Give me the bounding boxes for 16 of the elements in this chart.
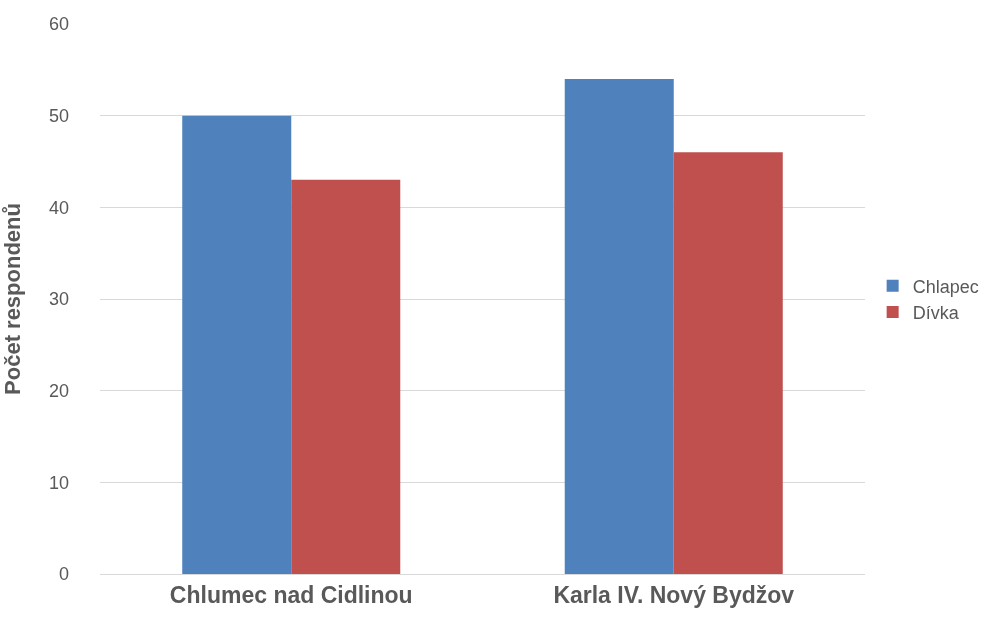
bar	[673, 152, 783, 574]
y-tick-label: 10	[48, 472, 69, 493]
y-tick-label: 50	[48, 105, 69, 126]
y-tick-label: 20	[48, 380, 69, 401]
y-tick-label: 40	[48, 197, 69, 218]
y-axis-title: Počet respondenů	[0, 203, 25, 395]
bar	[564, 79, 674, 574]
y-tick-label: 0	[58, 564, 69, 585]
legend-label: Chlapec	[912, 276, 979, 297]
x-tick-label: Karla IV. Nový Bydžov	[553, 581, 795, 608]
bar	[182, 115, 292, 574]
legend-label: Dívka	[912, 303, 960, 324]
y-tick-label: 30	[48, 289, 69, 310]
x-tick-label: Chlumec nad Cidlinou	[169, 581, 413, 608]
bar	[291, 179, 401, 574]
y-tick-label: 60	[48, 14, 69, 35]
